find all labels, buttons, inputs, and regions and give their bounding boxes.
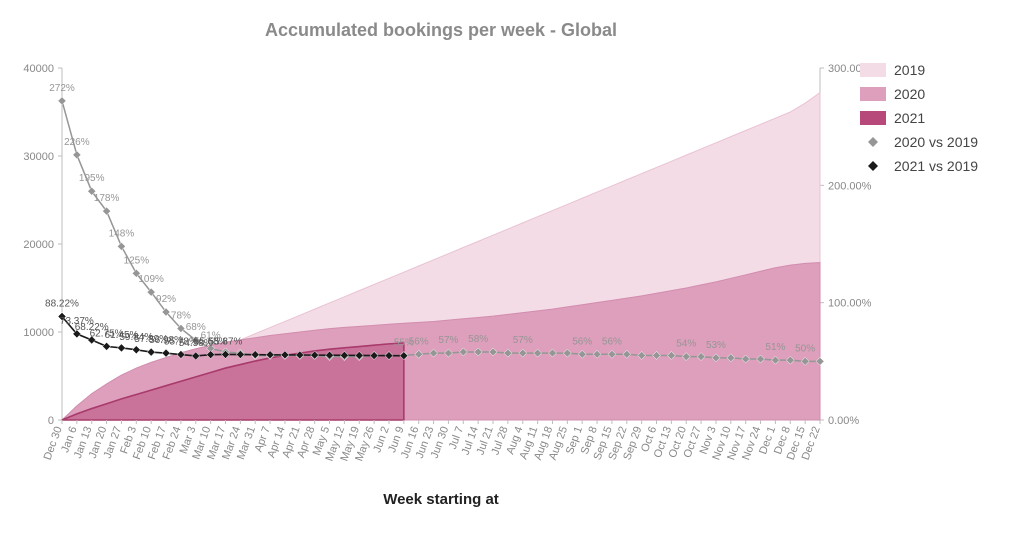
data-label: 56% (409, 336, 429, 347)
marker-line_2021v2019 (132, 346, 140, 354)
chart-svg: Accumulated bookings per week - Global01… (0, 0, 1024, 554)
marker-line_2020v2019 (58, 97, 66, 105)
data-label: 57% (438, 335, 458, 346)
y-right-tick: 100.00% (828, 298, 872, 310)
data-label: 57% (513, 335, 533, 346)
data-label: 78% (171, 310, 191, 321)
data-label: 125% (124, 255, 150, 266)
data-label: 58% (468, 334, 488, 345)
data-label: 109% (138, 274, 164, 285)
legend-label: 2020 (894, 86, 925, 102)
legend-swatch (860, 63, 886, 77)
y-right-tick: 0.00% (828, 415, 859, 427)
data-label: 92% (156, 294, 176, 305)
data-label: 272% (49, 83, 75, 94)
y-right-tick: 200.00% (828, 180, 872, 192)
marker-line_2021v2019 (147, 348, 155, 356)
legend-marker (868, 137, 878, 147)
chart-container: { "title": "Accumulated bookings per wee… (0, 0, 1024, 554)
y-left-tick: 20000 (23, 239, 54, 251)
data-label: 148% (109, 228, 135, 239)
data-label: 50% (795, 343, 815, 354)
legend-swatch (860, 111, 886, 125)
data-label: 51% (765, 342, 785, 353)
y-left-tick: 40000 (23, 63, 54, 75)
legend-label: 2019 (894, 62, 925, 78)
data-label: 56% (602, 336, 622, 347)
x-axis-label: Week starting at (383, 491, 499, 508)
legend-label: 2021 vs 2019 (894, 158, 978, 174)
data-label: 53% (706, 340, 726, 351)
data-label: 178% (94, 193, 120, 204)
chart-title: Accumulated bookings per week - Global (265, 20, 617, 40)
legend-marker (868, 161, 878, 171)
marker-line_2021v2019 (103, 342, 111, 350)
data-label: 195% (79, 173, 105, 184)
marker-line_2020v2019 (117, 242, 125, 250)
y-left-tick: 10000 (23, 327, 54, 339)
data-label: 55.87% (209, 336, 243, 347)
marker-line_2021v2019 (117, 344, 125, 352)
marker-line_2021v2019 (162, 349, 170, 357)
data-label: 88.22% (45, 298, 79, 309)
legend-swatch (860, 87, 886, 101)
marker-line_2020v2019 (73, 151, 81, 159)
legend-label: 2021 (894, 110, 925, 126)
data-label: 56% (572, 336, 592, 347)
y-left-tick: 30000 (23, 151, 54, 163)
legend-label: 2020 vs 2019 (894, 134, 978, 150)
data-label: 54% (676, 339, 696, 350)
data-label: 226% (64, 137, 90, 148)
